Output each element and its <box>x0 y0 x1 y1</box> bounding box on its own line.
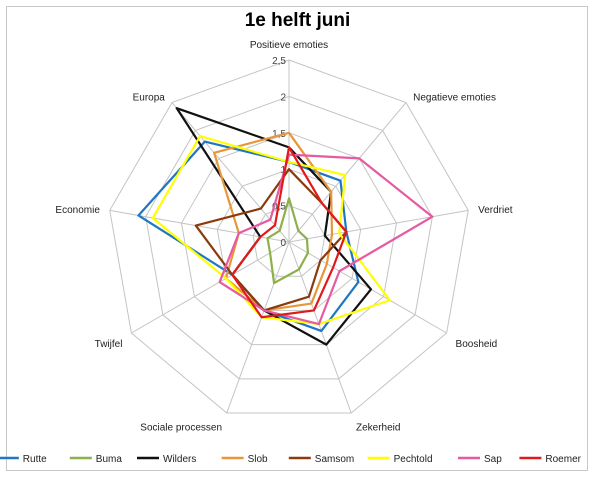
axis-spoke <box>288 209 469 243</box>
legend-label: Pechtold <box>394 454 433 465</box>
legend-label: Sap <box>484 454 502 465</box>
radial-tick-labels: 00,511,522,5 <box>272 56 286 249</box>
axis-labels: Positieve emoties Negatieve emoties Verdri… <box>55 40 512 434</box>
series-lines <box>137 107 434 346</box>
legend: Rutte Buma Wilders Slob Samsom Pechtold Sap Roe… <box>0 454 582 465</box>
legend-item-wilders: Wilders <box>137 454 196 465</box>
axis-spoke <box>171 102 290 243</box>
axis-label: Sociale processen <box>140 423 222 434</box>
legend-label: Samsom <box>315 454 354 465</box>
axis-label: Boosheid <box>456 339 498 350</box>
axis-spoke <box>288 102 407 243</box>
axis-label: Europa <box>133 92 166 103</box>
series-line-buma <box>266 197 310 285</box>
legend-item-rutte: Rutte <box>0 454 47 465</box>
axis-label: Zekerheid <box>356 423 400 434</box>
legend-label: Rutte <box>23 454 47 465</box>
legend-label: Slob <box>248 454 268 465</box>
tick-label: 0 <box>280 238 286 249</box>
axis-spoke <box>288 241 447 334</box>
legend-label: Roemer <box>545 454 581 465</box>
tick-label: 2,5 <box>272 56 286 67</box>
grid-ring <box>180 132 398 346</box>
legend-label: Wilders <box>163 454 196 465</box>
tick-label: 2 <box>280 92 286 103</box>
legend-item-slob: Slob <box>221 454 268 465</box>
chart-frame <box>6 6 588 471</box>
axis-label: Verdriet <box>478 205 513 216</box>
grid-ring <box>145 95 433 380</box>
axis-label: Economie <box>55 205 100 216</box>
series-line-pechtold <box>151 134 391 326</box>
legend-label: Buma <box>96 454 123 465</box>
axis-spoke <box>109 209 290 243</box>
axis-label: Negatieve emoties <box>413 92 496 103</box>
legend-item-pechtold: Pechtold <box>367 454 433 465</box>
series-line-wilders <box>175 107 373 346</box>
legend-item-samsom: Samsom <box>288 454 354 465</box>
axis-spoke <box>226 241 290 414</box>
legend-item-buma: Buma <box>69 454 123 465</box>
legend-item-roemer: Roemer <box>519 454 582 465</box>
axis-spoke <box>288 241 352 414</box>
radar-grid <box>109 59 469 414</box>
axis-label: Twijfel <box>95 339 123 350</box>
axis-spoke <box>131 241 290 334</box>
chart-title: 1e helft juni <box>244 10 351 31</box>
series-line-roemer <box>231 146 348 319</box>
legend-item-sap: Sap <box>458 454 502 465</box>
axis-label: Positieve emoties <box>250 40 328 51</box>
grid-ring <box>216 168 362 311</box>
grid-ring <box>109 59 469 414</box>
series-line-sap <box>218 153 434 326</box>
